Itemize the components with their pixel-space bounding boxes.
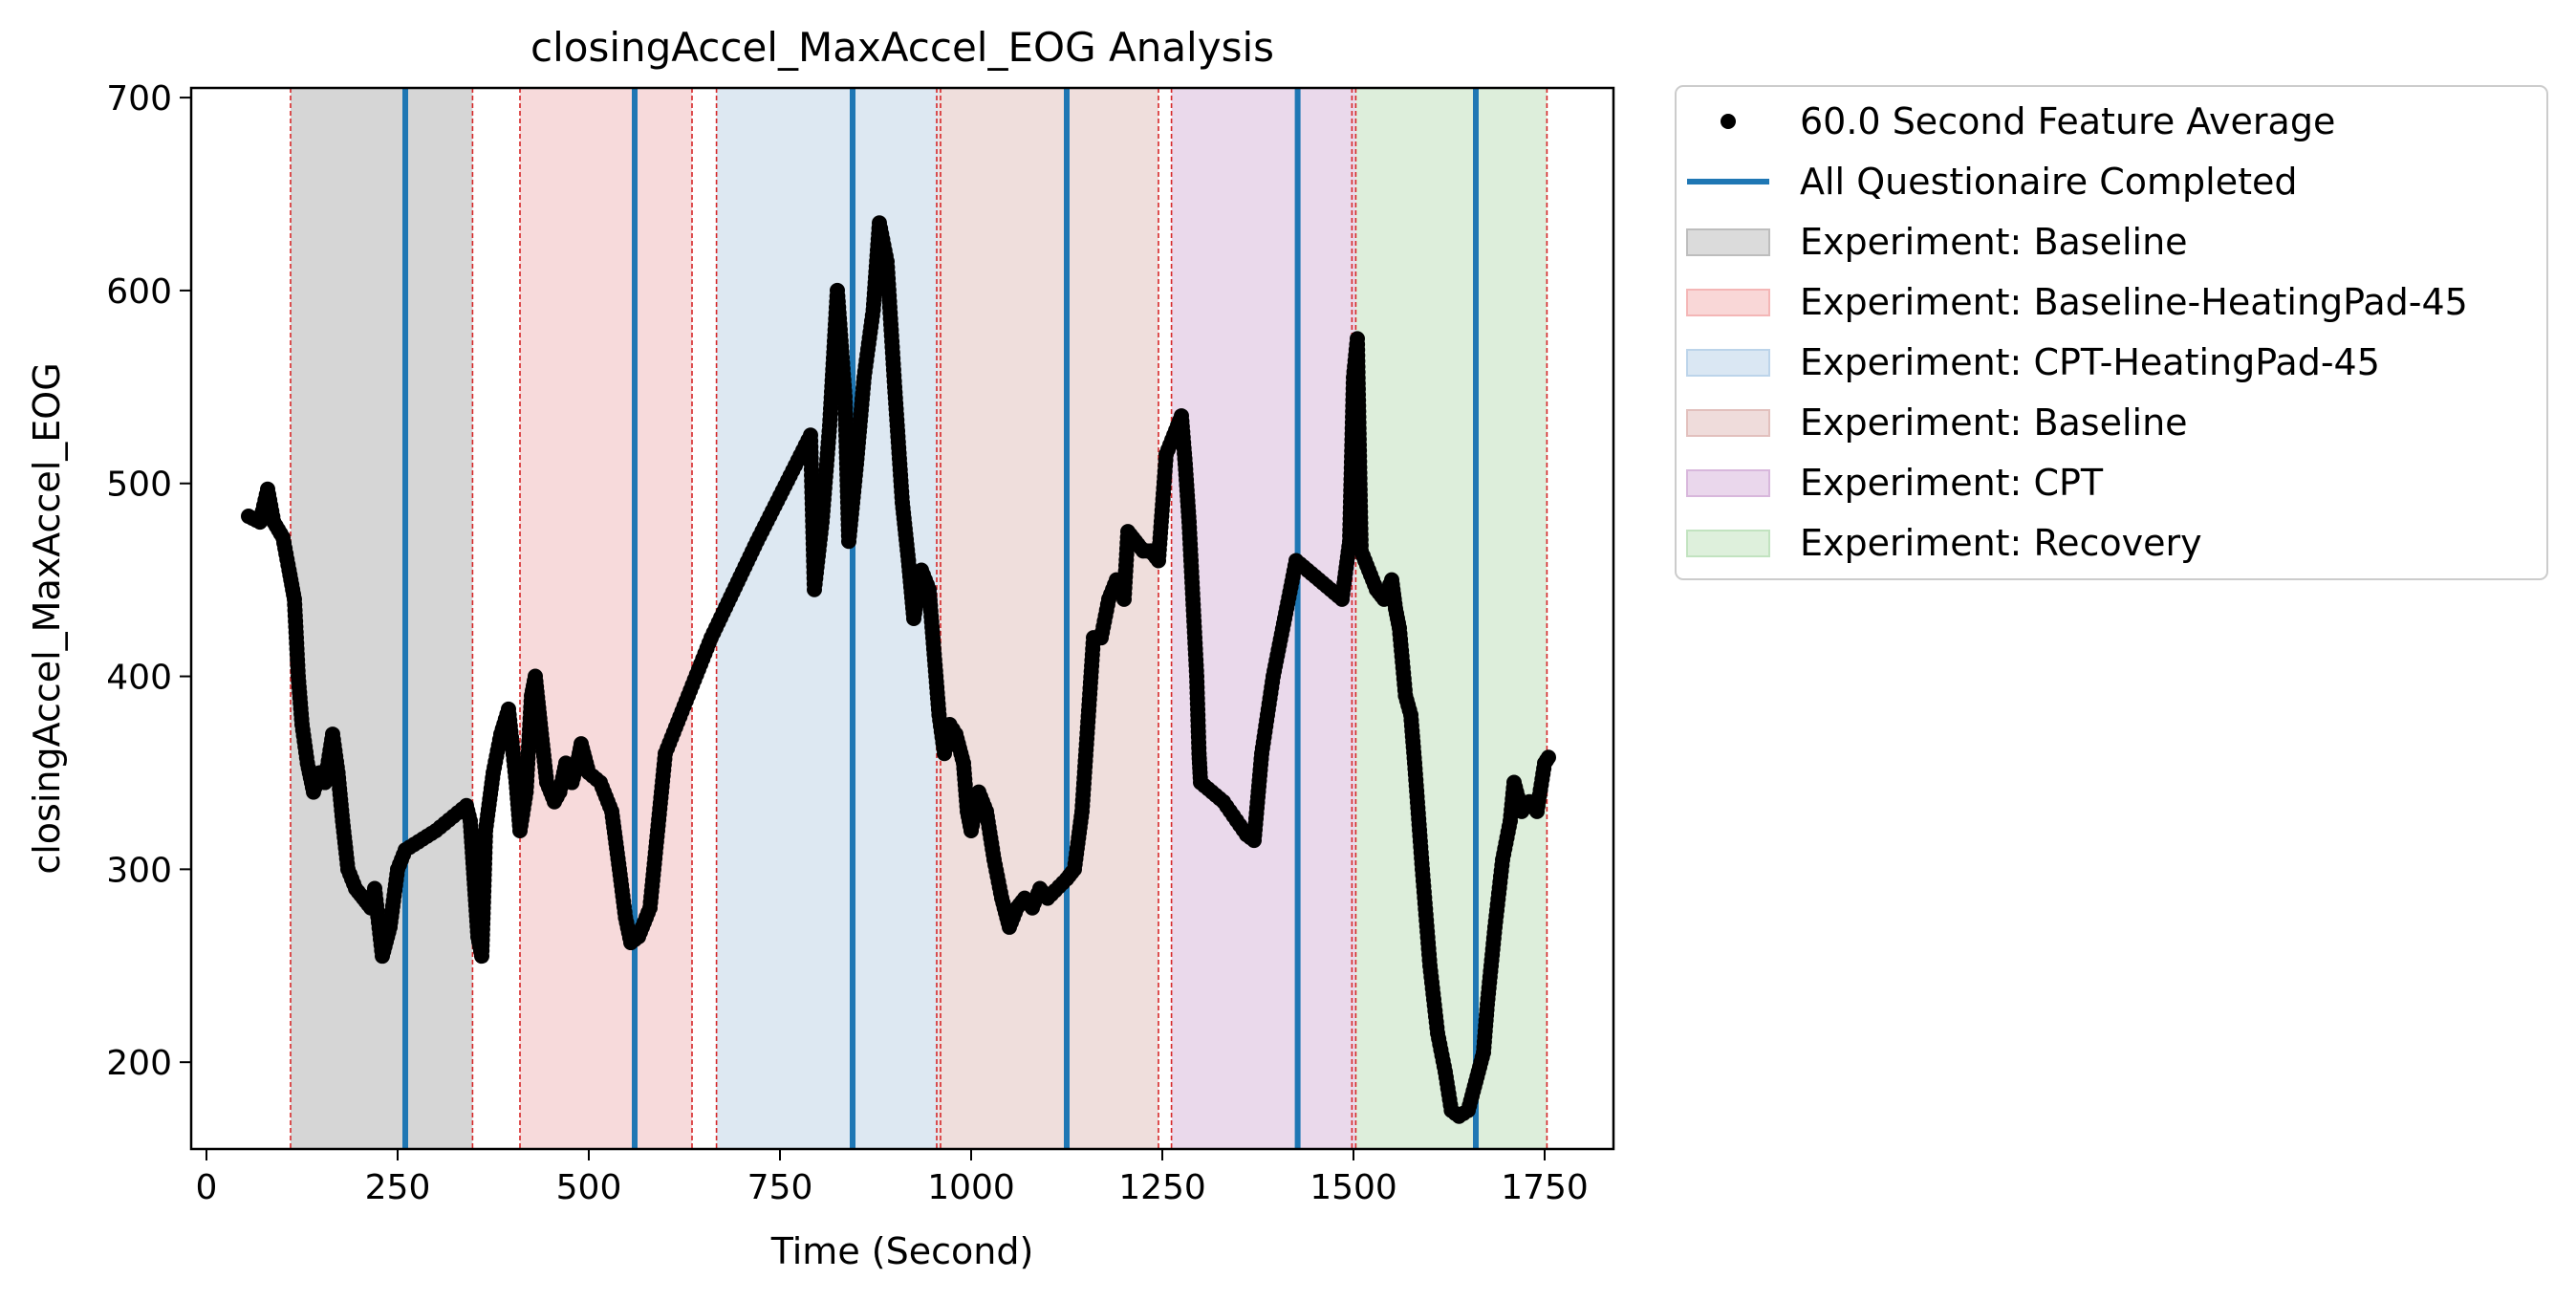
y-tick-label: 200	[106, 1044, 172, 1083]
y-tick-label: 500	[106, 466, 172, 505]
x-tick-label: 750	[747, 1168, 813, 1207]
legend-label: Experiment: CPT	[1800, 462, 2104, 504]
legend-patch	[1686, 409, 1770, 437]
legend-frame	[1675, 85, 2548, 580]
plot-frame	[189, 86, 1615, 1151]
experiment-span	[1355, 88, 1548, 1149]
y-tick-label: 600	[106, 272, 172, 312]
x-tick-label: 1500	[1310, 1168, 1397, 1207]
legend-label: Experiment: Baseline-HeatingPad-45	[1800, 281, 2468, 323]
questionnaire-lines	[402, 88, 1479, 1149]
x-tick-label: 1750	[1501, 1168, 1589, 1207]
x-tick-label: 250	[365, 1168, 431, 1207]
y-tick-label: 400	[106, 659, 172, 698]
legend-label: 60.0 Second Feature Average	[1800, 100, 2335, 142]
legend-label: Experiment: Baseline	[1800, 401, 2188, 444]
legend-items: 60.0 Second Feature Average All Questiona…	[1686, 100, 2468, 564]
legend-patch	[1686, 469, 1770, 497]
chart-title: closingAccel_MaxAccel_EOG Analysis	[530, 24, 1274, 71]
legend-patch	[1686, 349, 1770, 377]
legend-patch	[1686, 228, 1770, 256]
y-tick-label: 700	[106, 79, 172, 119]
legend-patch	[1686, 530, 1770, 557]
experiment-span	[520, 88, 692, 1149]
legend: 60.0 Second Feature Average All Questiona…	[1675, 85, 2548, 580]
experiment-span	[291, 88, 473, 1149]
experiment-spans	[291, 88, 1548, 1149]
data-point	[1541, 749, 1556, 766]
data-points	[241, 215, 1556, 1124]
x-axis-ticks: 0 250 500 750 1000 1250 1500 1750	[196, 1149, 1589, 1207]
y-tick-label: 300	[106, 851, 172, 890]
legend-label: Experiment: Baseline	[1800, 221, 2188, 263]
x-tick-label: 0	[196, 1168, 218, 1207]
y-axis-label: closingAccel_MaxAccel_EOG	[26, 362, 68, 874]
legend-label: Experiment: Recovery	[1800, 522, 2202, 564]
legend-patch	[1686, 289, 1770, 316]
x-tick-label: 1250	[1118, 1168, 1206, 1207]
legend-label: Experiment: CPT-HeatingPad-45	[1800, 341, 2380, 383]
x-tick-label: 1000	[927, 1168, 1015, 1207]
x-tick-label: 500	[556, 1168, 622, 1207]
experiment-span	[938, 88, 1158, 1149]
legend-label: All Questionaire Completed	[1800, 161, 2298, 203]
legend-marker	[1721, 114, 1736, 129]
y-axis-ticks: 200 300 400 500 600 700	[106, 79, 191, 1083]
x-axis-label: Time (Second)	[770, 1230, 1034, 1272]
experiment-span	[716, 88, 939, 1149]
experiment-span	[1171, 88, 1356, 1149]
